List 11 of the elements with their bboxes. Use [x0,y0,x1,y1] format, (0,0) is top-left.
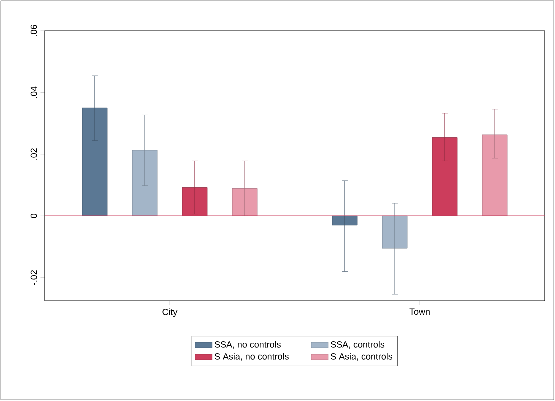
y-tick-label: -.02 [30,270,38,286]
legend-label: S Asia, controls [331,353,393,361]
y-tick-label: .06 [30,25,38,36]
y-tick-label: .02 [30,148,38,160]
y-tick-label: 0 [30,214,38,218]
y-tick-label: .04 [30,86,38,98]
legend-label: SSA, controls [331,341,385,349]
x-tick-label: City [162,308,178,318]
legend-label: SSA, no controls [214,341,281,349]
legend-label: S Asia, no controls [214,353,289,361]
x-tick-label: Town [410,308,430,316]
